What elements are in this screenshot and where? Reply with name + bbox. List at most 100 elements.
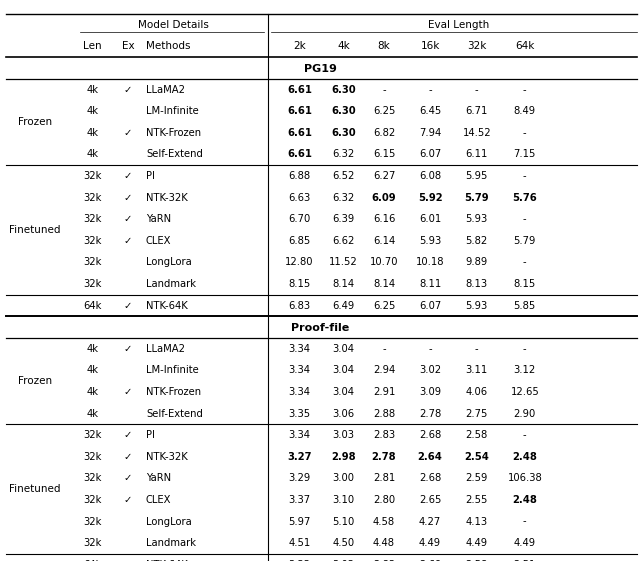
Text: 2.78: 2.78: [372, 452, 396, 462]
Text: 4.06: 4.06: [466, 387, 488, 397]
Text: 6.88: 6.88: [289, 171, 310, 181]
Text: 2.81: 2.81: [373, 473, 395, 484]
Text: 8k: 8k: [378, 42, 390, 52]
Text: 3.34: 3.34: [289, 387, 310, 397]
Text: 6.82: 6.82: [373, 128, 395, 138]
Text: ✓: ✓: [124, 192, 132, 203]
Text: 6.08: 6.08: [419, 171, 441, 181]
Text: 2.48: 2.48: [513, 452, 537, 462]
Text: 2.83: 2.83: [373, 430, 395, 440]
Text: 6.39: 6.39: [333, 214, 355, 224]
Text: 3.10: 3.10: [333, 495, 355, 505]
Text: PG19: PG19: [303, 64, 337, 74]
Text: 8.13: 8.13: [466, 279, 488, 289]
Text: 4k: 4k: [87, 106, 99, 116]
Text: NTK-Frozen: NTK-Frozen: [146, 387, 201, 397]
Text: ✓: ✓: [124, 301, 132, 311]
Text: 5.95: 5.95: [466, 171, 488, 181]
Text: 8.14: 8.14: [373, 279, 395, 289]
Text: ✓: ✓: [124, 560, 132, 561]
Text: 3.09: 3.09: [419, 387, 441, 397]
Text: 8.15: 8.15: [514, 279, 536, 289]
Text: 8.49: 8.49: [514, 106, 536, 116]
Text: 4.49: 4.49: [514, 538, 536, 548]
Text: ✓: ✓: [124, 236, 132, 246]
Text: 32k: 32k: [84, 257, 102, 268]
Text: 10.18: 10.18: [416, 257, 444, 268]
Text: PI: PI: [146, 171, 155, 181]
Text: ✓: ✓: [124, 344, 132, 354]
Text: Landmark: Landmark: [146, 538, 196, 548]
Text: 4k: 4k: [87, 128, 99, 138]
Text: NTK-64K: NTK-64K: [146, 301, 188, 311]
Text: 6.30: 6.30: [332, 85, 356, 95]
Text: 5.79: 5.79: [514, 236, 536, 246]
Text: ✓: ✓: [124, 387, 132, 397]
Text: 4.13: 4.13: [466, 517, 488, 527]
Text: Self-Extend: Self-Extend: [146, 408, 203, 419]
Text: 6.11: 6.11: [466, 149, 488, 159]
Text: -: -: [523, 85, 527, 95]
Text: -: -: [523, 430, 527, 440]
Text: Methods: Methods: [146, 42, 191, 52]
Text: 2.75: 2.75: [466, 408, 488, 419]
Text: YaRN: YaRN: [146, 214, 171, 224]
Text: 5.10: 5.10: [333, 517, 355, 527]
Text: 8.14: 8.14: [333, 279, 355, 289]
Text: 6.61: 6.61: [287, 85, 312, 95]
Text: 32k: 32k: [84, 192, 102, 203]
Text: 32k: 32k: [84, 171, 102, 181]
Text: 14.52: 14.52: [463, 128, 491, 138]
Text: 2.68: 2.68: [419, 430, 441, 440]
Text: 2.51: 2.51: [514, 560, 536, 561]
Text: 3.34: 3.34: [289, 344, 310, 354]
Text: 4k: 4k: [87, 387, 99, 397]
Text: 3.34: 3.34: [289, 365, 310, 375]
Text: NTK-32K: NTK-32K: [146, 192, 188, 203]
Text: 6.25: 6.25: [373, 106, 395, 116]
Text: ✓: ✓: [124, 128, 132, 138]
Text: -: -: [523, 517, 527, 527]
Text: 6.85: 6.85: [289, 236, 310, 246]
Text: -: -: [382, 85, 386, 95]
Text: 2.91: 2.91: [373, 387, 395, 397]
Text: 6.07: 6.07: [419, 301, 441, 311]
Text: 2.55: 2.55: [466, 495, 488, 505]
Text: 6.15: 6.15: [373, 149, 395, 159]
Text: -: -: [428, 344, 432, 354]
Text: 32k: 32k: [84, 473, 102, 484]
Text: 6.45: 6.45: [419, 106, 441, 116]
Text: CLEX: CLEX: [146, 236, 172, 246]
Text: 6.25: 6.25: [373, 301, 395, 311]
Text: 3.27: 3.27: [287, 452, 312, 462]
Text: 3.04: 3.04: [333, 344, 355, 354]
Text: PI: PI: [146, 430, 155, 440]
Text: 5.97: 5.97: [289, 517, 310, 527]
Text: 4.50: 4.50: [333, 538, 355, 548]
Text: 32k: 32k: [84, 214, 102, 224]
Text: Finetuned: Finetuned: [10, 225, 61, 235]
Text: 6.61: 6.61: [287, 149, 312, 159]
Text: 64k: 64k: [84, 560, 102, 561]
Text: 32k: 32k: [84, 279, 102, 289]
Text: 32k: 32k: [84, 538, 102, 548]
Text: Ex: Ex: [122, 42, 134, 52]
Text: 6.62: 6.62: [333, 236, 355, 246]
Text: 4.49: 4.49: [466, 538, 488, 548]
Text: 6.01: 6.01: [419, 214, 441, 224]
Text: 3.04: 3.04: [333, 365, 355, 375]
Text: 9.89: 9.89: [466, 257, 488, 268]
Text: 2.48: 2.48: [513, 495, 537, 505]
Text: -: -: [475, 344, 479, 354]
Text: Self-Extend: Self-Extend: [146, 149, 203, 159]
Text: 6.16: 6.16: [373, 214, 395, 224]
Text: 4.48: 4.48: [373, 538, 395, 548]
Text: Len: Len: [83, 42, 102, 52]
Text: 3.11: 3.11: [466, 365, 488, 375]
Text: YaRN: YaRN: [146, 473, 171, 484]
Text: 106.38: 106.38: [508, 473, 542, 484]
Text: 2.65: 2.65: [419, 495, 441, 505]
Text: 8.15: 8.15: [289, 279, 310, 289]
Text: Finetuned: Finetuned: [10, 484, 61, 494]
Text: 6.32: 6.32: [333, 149, 355, 159]
